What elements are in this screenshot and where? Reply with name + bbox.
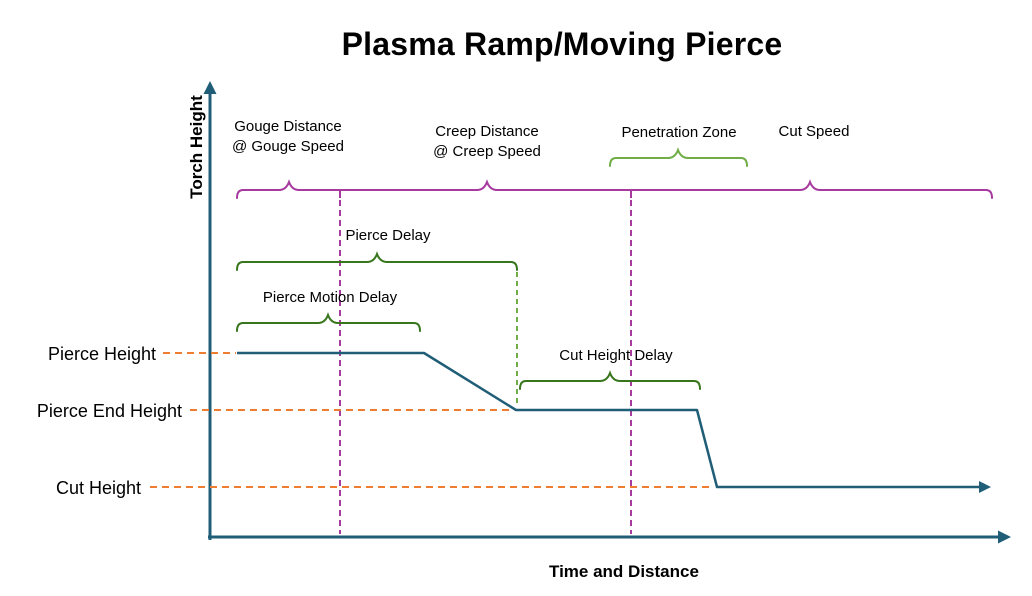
pierce-motion-delay-brace bbox=[236, 312, 421, 332]
cut-speed-label: Cut Speed bbox=[778, 123, 850, 140]
x-axis-arrow-icon bbox=[998, 530, 1011, 544]
cut-height-delay-label: Cut Height Delay bbox=[559, 347, 673, 364]
pierce-delay-label: Pierce Delay bbox=[345, 227, 431, 244]
torch-height-curve bbox=[237, 351, 980, 489]
penetration-zone-brace bbox=[609, 147, 748, 167]
creep-distance-label: Creep Distance @ Creep Speed bbox=[422, 122, 552, 162]
pierce-height-label: Pierce Height bbox=[47, 344, 156, 364]
diagram-title: Plasma Ramp/Moving Pierce bbox=[341, 26, 783, 62]
cut-height-delay-brace bbox=[519, 370, 701, 390]
gouge-distance-label-line2: @ Gouge Speed bbox=[232, 138, 344, 155]
pierce-delay-brace bbox=[236, 251, 518, 271]
y-axis-arrow-icon bbox=[203, 81, 217, 94]
y-axis-label: Torch Height bbox=[187, 95, 206, 199]
gouge-distance-label-line1: Gouge Distance bbox=[234, 118, 342, 135]
pierce-motion-delay-label: Pierce Motion Delay bbox=[262, 289, 398, 306]
gouge-distance-label: Gouge Distance @ Gouge Speed bbox=[223, 117, 353, 157]
creep-distance-label-line2: @ Creep Speed bbox=[433, 143, 541, 160]
torch-height-curve-arrow-icon bbox=[979, 481, 991, 493]
x-axis-label: Time and Distance bbox=[549, 562, 699, 581]
pierce-end-height-label: Pierce End Height bbox=[36, 401, 182, 421]
penetration-zone-label: Penetration Zone bbox=[621, 124, 737, 141]
creep-distance-label-line1: Creep Distance bbox=[435, 123, 539, 140]
distance-bracket bbox=[236, 179, 993, 199]
cut-height-label: Cut Height bbox=[55, 478, 141, 498]
